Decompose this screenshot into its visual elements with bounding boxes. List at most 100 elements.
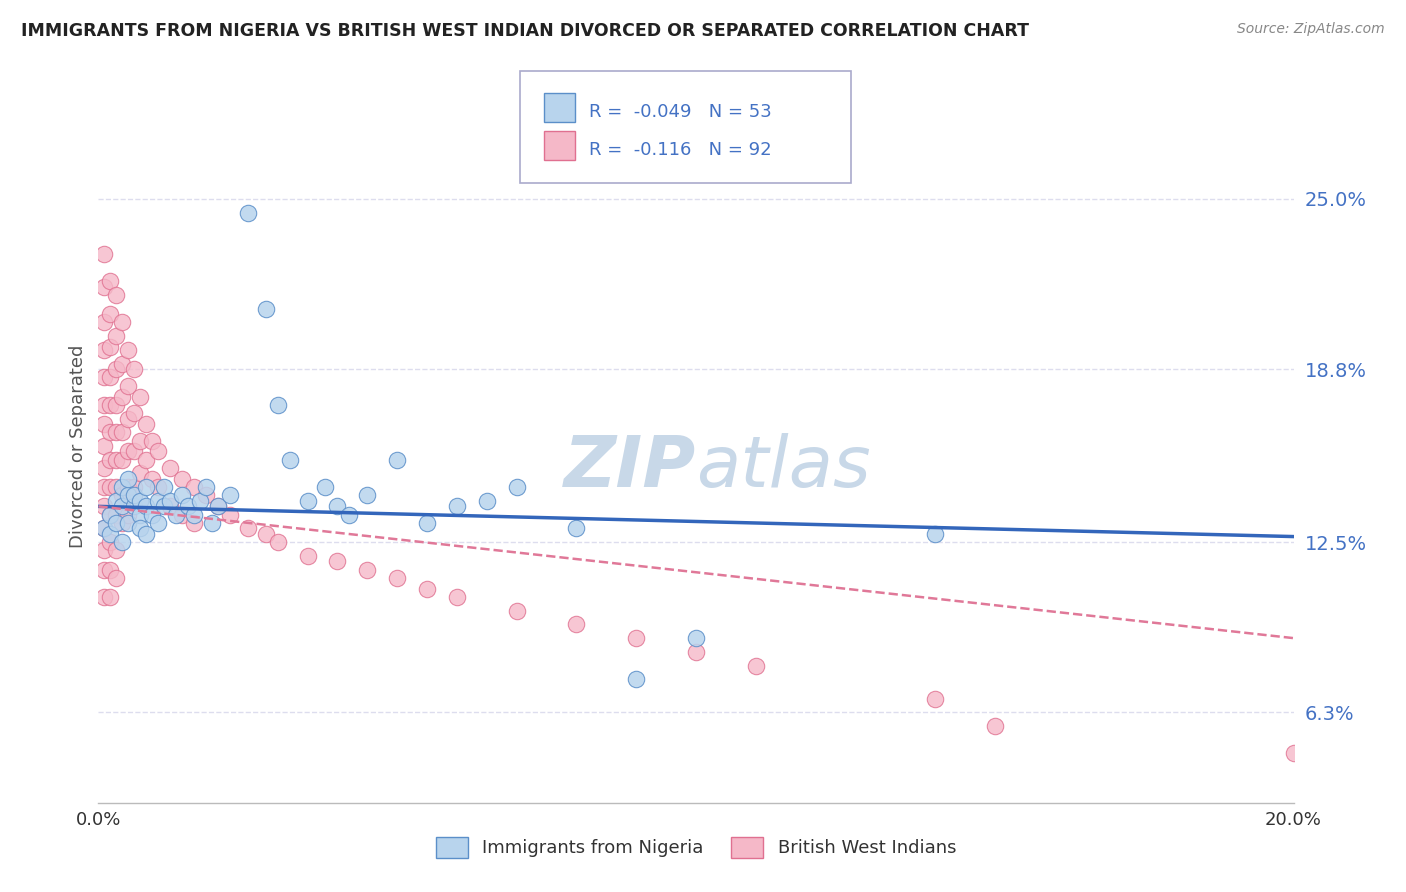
Point xyxy=(117,516,139,530)
Point xyxy=(105,571,128,585)
Point xyxy=(98,480,122,494)
Point xyxy=(135,480,157,494)
Y-axis label: Divorced or Separated: Divorced or Separated xyxy=(69,344,87,548)
Point xyxy=(105,329,128,343)
Point xyxy=(339,508,361,522)
Point xyxy=(98,452,122,467)
Point xyxy=(105,398,128,412)
Point xyxy=(565,521,588,535)
Point xyxy=(148,480,170,494)
Point xyxy=(984,719,1007,733)
Point xyxy=(172,488,194,502)
Point xyxy=(183,516,205,530)
Point xyxy=(207,500,229,514)
Point xyxy=(117,378,139,392)
Point xyxy=(924,691,946,706)
Point xyxy=(148,494,170,508)
Point xyxy=(105,362,128,376)
Point xyxy=(105,516,128,530)
Point xyxy=(183,480,205,494)
Point xyxy=(188,494,211,508)
Point xyxy=(1282,747,1305,761)
Point xyxy=(98,590,122,604)
Point xyxy=(129,390,152,404)
Point xyxy=(105,425,128,440)
Point xyxy=(124,480,146,494)
Text: R =  -0.116   N = 92: R = -0.116 N = 92 xyxy=(589,141,772,159)
Legend: Immigrants from Nigeria, British West Indians: Immigrants from Nigeria, British West In… xyxy=(429,830,963,865)
Point xyxy=(135,417,157,431)
Point xyxy=(135,526,157,541)
Point xyxy=(117,480,139,494)
Point xyxy=(159,494,181,508)
Point xyxy=(254,301,277,316)
Point xyxy=(117,343,139,357)
Point xyxy=(93,398,115,412)
Point xyxy=(117,411,139,425)
Point xyxy=(111,535,134,549)
Point xyxy=(254,526,277,541)
Point xyxy=(685,645,707,659)
Point xyxy=(475,494,498,508)
Point xyxy=(135,500,157,514)
Point xyxy=(93,543,115,558)
Point xyxy=(93,500,115,514)
Point xyxy=(124,500,146,514)
Point xyxy=(141,508,163,522)
Point xyxy=(183,508,205,522)
Point xyxy=(236,521,259,535)
Point xyxy=(626,631,648,645)
Point xyxy=(135,452,157,467)
Point xyxy=(385,452,409,467)
Point xyxy=(98,425,122,440)
Text: R =  -0.049   N = 53: R = -0.049 N = 53 xyxy=(589,103,772,120)
Point xyxy=(93,280,115,294)
Point xyxy=(506,480,529,494)
Point xyxy=(565,617,588,632)
Point xyxy=(506,604,529,618)
Point xyxy=(159,500,181,514)
Point xyxy=(159,461,181,475)
Point xyxy=(105,494,128,508)
Point xyxy=(93,521,115,535)
Point xyxy=(105,543,128,558)
Point xyxy=(177,500,200,514)
Text: Source: ZipAtlas.com: Source: ZipAtlas.com xyxy=(1237,22,1385,37)
Point xyxy=(98,562,122,576)
Point xyxy=(129,494,152,508)
Point xyxy=(124,362,146,376)
Point xyxy=(685,631,707,645)
Point xyxy=(172,508,194,522)
Point xyxy=(129,467,152,481)
Point xyxy=(111,390,134,404)
Point xyxy=(326,554,349,568)
Point xyxy=(111,500,134,514)
Point xyxy=(219,488,242,502)
Point xyxy=(98,370,122,384)
Point xyxy=(416,516,439,530)
Point xyxy=(117,444,139,458)
Point xyxy=(124,488,146,502)
Point xyxy=(172,472,194,486)
Text: atlas: atlas xyxy=(696,433,870,502)
Point xyxy=(111,425,134,440)
Point xyxy=(98,508,122,522)
Point xyxy=(236,205,259,219)
Point xyxy=(207,500,229,514)
Point xyxy=(93,521,115,535)
Point xyxy=(219,508,242,522)
Point xyxy=(326,500,349,514)
Point xyxy=(93,590,115,604)
Point xyxy=(356,562,378,576)
Point xyxy=(416,582,439,596)
Text: ZIP: ZIP xyxy=(564,433,696,502)
Point xyxy=(446,590,468,604)
Point xyxy=(98,526,122,541)
Point xyxy=(93,480,115,494)
Point xyxy=(267,535,290,549)
Point xyxy=(124,406,146,420)
Point xyxy=(98,274,122,288)
Point xyxy=(105,452,128,467)
Point xyxy=(297,549,319,563)
Point xyxy=(297,494,319,508)
